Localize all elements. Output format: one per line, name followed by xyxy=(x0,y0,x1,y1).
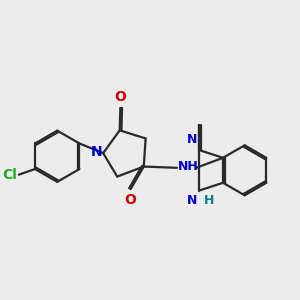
Text: Cl: Cl xyxy=(2,168,17,182)
Text: N: N xyxy=(90,145,102,159)
Text: O: O xyxy=(114,90,126,104)
Text: H: H xyxy=(204,194,214,207)
Text: NH: NH xyxy=(178,160,199,173)
Text: N: N xyxy=(187,194,197,207)
Text: N: N xyxy=(187,133,197,146)
Text: O: O xyxy=(124,193,136,207)
